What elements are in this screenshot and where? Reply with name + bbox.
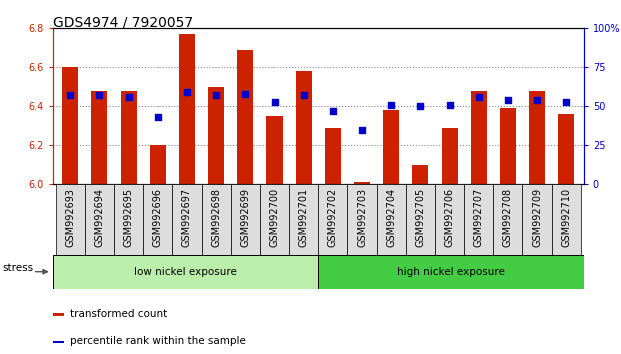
Text: percentile rank within the sample: percentile rank within the sample bbox=[70, 336, 246, 346]
Text: GSM992708: GSM992708 bbox=[503, 188, 513, 247]
Text: GSM992704: GSM992704 bbox=[386, 188, 396, 247]
Bar bbox=[442, 128, 458, 184]
Bar bbox=[179, 34, 195, 184]
Text: GSM992694: GSM992694 bbox=[94, 188, 104, 247]
Text: GSM992700: GSM992700 bbox=[270, 188, 279, 247]
Bar bbox=[53, 255, 319, 289]
Bar bbox=[406, 184, 435, 255]
Bar bbox=[202, 184, 231, 255]
Point bbox=[474, 94, 484, 100]
Text: GSM992701: GSM992701 bbox=[299, 188, 309, 247]
Bar bbox=[347, 184, 376, 255]
Bar bbox=[231, 184, 260, 255]
Text: GSM992699: GSM992699 bbox=[240, 188, 250, 247]
Text: transformed count: transformed count bbox=[70, 309, 168, 319]
Bar bbox=[383, 110, 399, 184]
Bar bbox=[493, 184, 522, 255]
Bar bbox=[376, 184, 406, 255]
Bar bbox=[500, 108, 516, 184]
Text: GSM992707: GSM992707 bbox=[474, 188, 484, 247]
Text: GSM992710: GSM992710 bbox=[561, 188, 571, 247]
Text: GSM992709: GSM992709 bbox=[532, 188, 542, 247]
Text: GSM992697: GSM992697 bbox=[182, 188, 192, 247]
Bar bbox=[114, 184, 143, 255]
Bar bbox=[471, 91, 487, 184]
Bar bbox=[120, 91, 137, 184]
Text: high nickel exposure: high nickel exposure bbox=[397, 267, 505, 277]
Point bbox=[94, 92, 104, 98]
Bar bbox=[143, 184, 173, 255]
Bar bbox=[266, 116, 283, 184]
Bar bbox=[208, 87, 224, 184]
Point bbox=[386, 102, 396, 108]
Point bbox=[328, 108, 338, 114]
Bar bbox=[91, 91, 107, 184]
Text: GSM992696: GSM992696 bbox=[153, 188, 163, 247]
Bar bbox=[296, 71, 312, 184]
Point bbox=[65, 92, 75, 98]
Bar bbox=[53, 341, 65, 343]
Point bbox=[240, 91, 250, 97]
Text: GDS4974 / 7920057: GDS4974 / 7920057 bbox=[53, 16, 193, 30]
Text: stress: stress bbox=[2, 263, 34, 273]
Point bbox=[357, 127, 367, 132]
Point bbox=[532, 97, 542, 103]
Point bbox=[153, 114, 163, 120]
Text: GSM992702: GSM992702 bbox=[328, 188, 338, 247]
Bar bbox=[260, 184, 289, 255]
Bar bbox=[325, 128, 341, 184]
Bar bbox=[173, 184, 202, 255]
Point bbox=[299, 92, 309, 98]
Bar bbox=[318, 184, 347, 255]
Point bbox=[211, 92, 221, 98]
Point bbox=[561, 99, 571, 104]
Text: low nickel exposure: low nickel exposure bbox=[134, 267, 237, 277]
Point bbox=[270, 99, 279, 104]
Bar bbox=[85, 184, 114, 255]
Bar bbox=[435, 184, 464, 255]
Bar bbox=[53, 313, 65, 316]
Bar bbox=[150, 145, 166, 184]
Point bbox=[445, 102, 455, 108]
Bar bbox=[237, 50, 253, 184]
Point bbox=[182, 89, 192, 95]
Bar bbox=[522, 184, 551, 255]
Bar bbox=[529, 91, 545, 184]
Text: GSM992705: GSM992705 bbox=[415, 188, 425, 247]
Bar bbox=[464, 184, 493, 255]
Bar bbox=[62, 67, 78, 184]
Bar bbox=[558, 114, 574, 184]
Point bbox=[503, 97, 513, 103]
Text: GSM992706: GSM992706 bbox=[445, 188, 455, 247]
Bar bbox=[412, 165, 428, 184]
Bar bbox=[289, 184, 318, 255]
Text: GSM992703: GSM992703 bbox=[357, 188, 367, 247]
Bar bbox=[319, 255, 584, 289]
Text: GSM992695: GSM992695 bbox=[124, 188, 134, 247]
Text: GSM992693: GSM992693 bbox=[65, 188, 75, 247]
Text: GSM992698: GSM992698 bbox=[211, 188, 221, 247]
Bar bbox=[56, 184, 85, 255]
Bar bbox=[354, 182, 370, 184]
Point bbox=[124, 94, 134, 100]
Bar bbox=[551, 184, 581, 255]
Point bbox=[415, 103, 425, 109]
